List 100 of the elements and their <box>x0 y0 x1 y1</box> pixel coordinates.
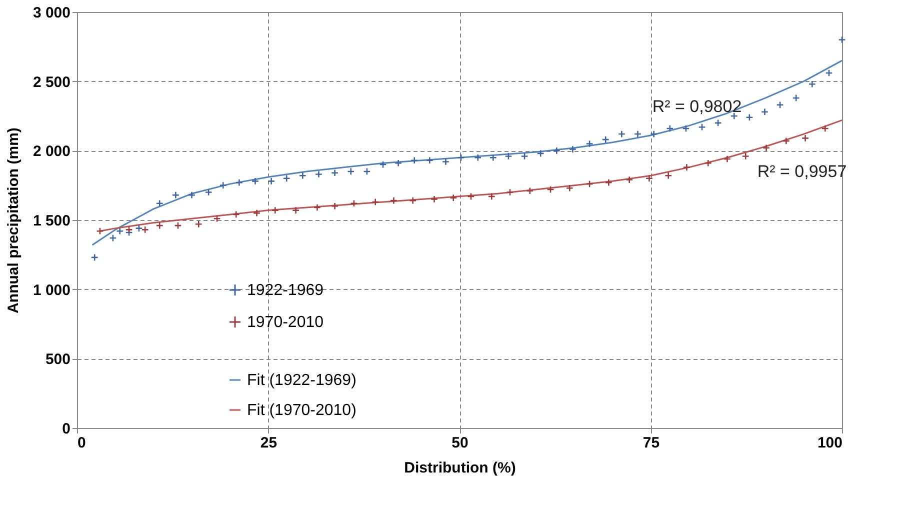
point <box>379 160 387 168</box>
point <box>330 202 339 210</box>
x-axis-title: Distribution (%) <box>404 460 516 476</box>
y-tick-label: 1 000 <box>32 282 70 299</box>
point <box>742 152 750 160</box>
point <box>526 187 534 195</box>
point <box>251 177 260 185</box>
point <box>704 159 712 167</box>
point <box>219 182 227 190</box>
point <box>746 114 754 122</box>
point <box>838 36 846 44</box>
point <box>604 178 612 186</box>
point <box>174 222 182 230</box>
point <box>760 108 769 116</box>
point <box>650 130 658 138</box>
y-tick-label: 0 <box>62 420 70 438</box>
point <box>314 170 323 178</box>
point <box>450 194 458 202</box>
point <box>536 150 544 158</box>
point <box>298 172 306 180</box>
point <box>546 186 554 194</box>
point <box>586 180 594 188</box>
legend-label: 1970-2010 <box>247 314 324 331</box>
point <box>762 144 770 152</box>
point <box>714 119 722 127</box>
point <box>116 227 124 235</box>
point <box>776 101 784 109</box>
point <box>141 226 149 234</box>
point <box>666 124 674 132</box>
point <box>135 224 143 232</box>
point <box>232 210 240 218</box>
point <box>821 124 829 132</box>
point <box>390 196 398 204</box>
point <box>618 130 626 138</box>
point <box>156 200 164 208</box>
point <box>645 174 654 182</box>
point <box>457 154 465 162</box>
annotation: R² = 0,9957 <box>757 162 847 181</box>
x-tick-label: 50 <box>452 434 468 452</box>
point <box>430 195 438 204</box>
point <box>172 191 180 199</box>
point <box>188 191 196 199</box>
point <box>801 134 810 142</box>
point <box>442 158 450 166</box>
point <box>568 145 577 154</box>
point <box>410 156 418 164</box>
point <box>350 200 358 208</box>
point <box>504 152 512 160</box>
point <box>372 198 380 206</box>
point <box>426 156 434 164</box>
point <box>347 168 355 176</box>
point <box>313 204 322 212</box>
point <box>204 188 212 196</box>
y-tick-label: 3 000 <box>32 4 70 22</box>
point <box>252 209 261 217</box>
point <box>213 214 221 222</box>
y-tick-label: 2 000 <box>32 143 70 160</box>
point <box>90 254 98 262</box>
point <box>792 94 800 102</box>
legend-label: 1922-1969 <box>247 282 324 299</box>
point <box>109 234 117 242</box>
point <box>292 206 300 214</box>
annotation: R² = 0,9802 <box>652 97 742 116</box>
point <box>125 226 133 234</box>
point <box>489 154 497 162</box>
y-tick-label: 2 500 <box>32 74 70 91</box>
point <box>330 169 339 177</box>
point <box>467 192 475 200</box>
point <box>782 137 790 145</box>
point <box>156 222 164 230</box>
point <box>282 174 290 182</box>
point <box>698 123 706 131</box>
point <box>586 140 594 148</box>
point <box>634 130 642 138</box>
x-tick-label: 25 <box>260 434 278 452</box>
point <box>488 192 496 200</box>
point <box>268 177 276 185</box>
legend-label: Fit (1970-2010) <box>247 402 356 419</box>
x-tick-label: 75 <box>642 434 660 452</box>
legend-label: Fit (1922-1969) <box>247 372 356 389</box>
point <box>409 196 417 204</box>
point <box>682 163 691 172</box>
point <box>506 188 514 196</box>
point <box>363 168 371 176</box>
y-tick-label: 500 <box>45 351 70 368</box>
point <box>194 220 202 228</box>
point <box>825 69 833 77</box>
point <box>520 152 528 160</box>
y-tick-label: 1 500 <box>32 212 70 230</box>
point <box>235 178 243 186</box>
point <box>394 159 402 167</box>
point <box>723 155 732 163</box>
point <box>96 227 104 235</box>
point <box>271 206 279 214</box>
point <box>474 154 482 162</box>
point <box>664 172 672 180</box>
point <box>602 136 610 144</box>
y-axis-title: Annual precipitation (mm) <box>4 128 22 314</box>
point <box>566 184 574 192</box>
point <box>626 176 634 184</box>
